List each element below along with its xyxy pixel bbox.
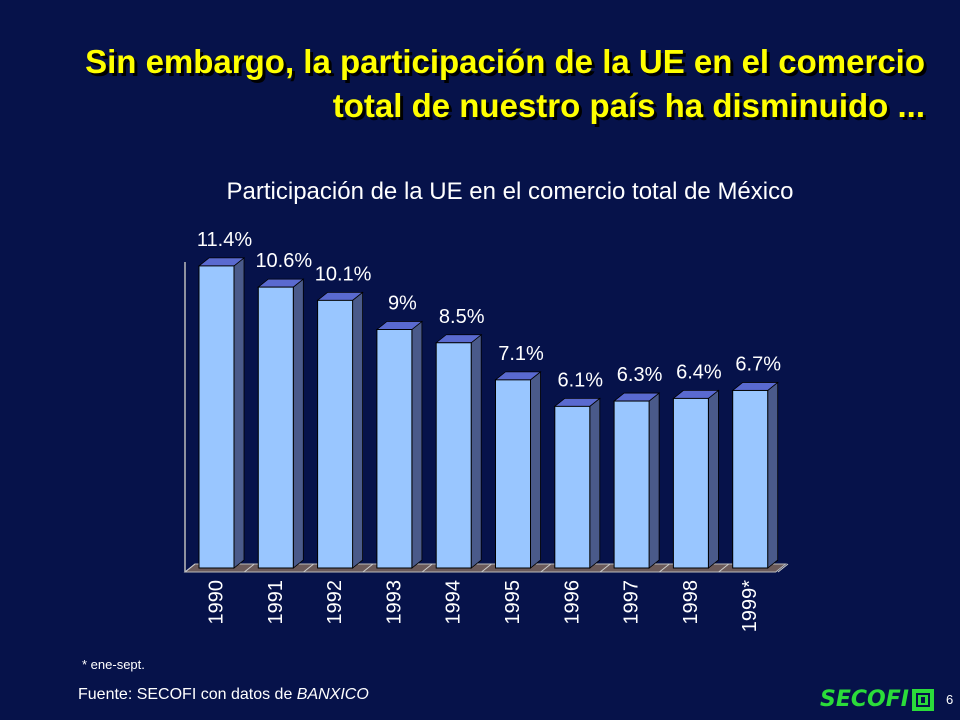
- bar-front-face: [198, 265, 235, 569]
- page-number: 6: [946, 692, 954, 707]
- bar-side-face: [233, 257, 245, 569]
- floor-divider: [718, 563, 730, 573]
- tick-label: 1998: [680, 580, 702, 625]
- chart-bars: [197, 257, 779, 569]
- bar-front-face: [495, 379, 531, 569]
- source-emphasis: BANXICO: [296, 686, 369, 703]
- chart-title: Participación de la UE en el comercio to…: [227, 178, 794, 205]
- bar-side-face: [589, 397, 601, 569]
- data-label: 6.4%: [676, 361, 722, 383]
- data-label: 6.7%: [735, 353, 781, 375]
- logo-mark-icon: [911, 689, 934, 711]
- bar-side-face: [708, 389, 719, 569]
- footnote: * ene-sept.: [82, 657, 145, 672]
- source-note: Fuente: SECOFI con datos de BANXICO: [78, 686, 369, 704]
- bar-front-face: [317, 299, 354, 569]
- floor-divider: [184, 563, 196, 573]
- bar-side-face: [411, 320, 423, 569]
- data-label: 11.4%: [197, 229, 252, 251]
- logo-text: SECOFI: [820, 687, 909, 712]
- tick-label: 1991: [265, 580, 287, 625]
- tick-label: 1997: [621, 580, 643, 625]
- floor-divider: [599, 563, 611, 573]
- bar: [257, 278, 305, 569]
- bar-front-face: [435, 342, 472, 569]
- bar-side-face: [352, 291, 364, 569]
- data-label: 10.6%: [255, 250, 312, 272]
- data-label: 6.3%: [617, 364, 663, 386]
- bar: [731, 381, 779, 569]
- tick-label: 1992: [324, 580, 346, 625]
- bar: [612, 392, 661, 569]
- bar-front-face: [672, 397, 709, 569]
- slide-title: Sin embargo, la participación de la UE e…: [85, 43, 925, 124]
- bar: [672, 389, 720, 569]
- floor-divider: [540, 563, 552, 573]
- floor-divider: [303, 563, 314, 573]
- data-label: 7.1%: [498, 343, 544, 365]
- bar-front-face: [613, 400, 650, 569]
- source-prefix: Fuente: SECOFI con datos de: [78, 686, 297, 703]
- tick-label: 1996: [561, 580, 583, 625]
- bar: [553, 397, 601, 569]
- floor-divider: [481, 563, 492, 573]
- bar-side-face: [470, 333, 482, 569]
- floor-divider: [659, 563, 670, 573]
- floor-divider: [777, 563, 789, 573]
- data-label: 6.1%: [558, 369, 604, 391]
- bar-front-face: [554, 405, 591, 569]
- bar-side-face: [292, 278, 304, 569]
- data-label: 10.1%: [315, 263, 372, 285]
- secofi-logo: SECOFI: [820, 688, 934, 712]
- bar-side-face: [648, 392, 660, 569]
- floor-divider: [421, 563, 433, 573]
- tick-label: 1994: [443, 580, 465, 625]
- bar-front-face: [376, 329, 413, 569]
- bar-side-face: [530, 371, 541, 569]
- tick-label: 1993: [383, 580, 405, 625]
- floor-divider: [362, 563, 374, 573]
- bar-front-face: [257, 286, 294, 569]
- bar-front-face: [732, 389, 769, 569]
- data-label: 8.5%: [439, 306, 485, 328]
- bar: [435, 333, 483, 569]
- bar: [494, 371, 542, 569]
- bar-side-face: [767, 381, 779, 569]
- data-label: 9%: [388, 293, 417, 315]
- bar: [316, 291, 364, 569]
- chart-tick-labels: 1990 1991 1992 1993 1994 1995 1996 1997 1998 1999…: [206, 580, 762, 632]
- tick-label: 1995: [502, 580, 524, 625]
- chart-data-labels: 11.4%10.6%10.1% 9% 8.5% 7.1% 6.1% 6.3% 6.4% 6.7…: [197, 229, 781, 391]
- bar: [197, 257, 246, 569]
- bar: [375, 320, 424, 569]
- tick-label: 1999*: [739, 580, 761, 632]
- floor-divider: [243, 563, 255, 573]
- tick-label: 1990: [206, 580, 228, 625]
